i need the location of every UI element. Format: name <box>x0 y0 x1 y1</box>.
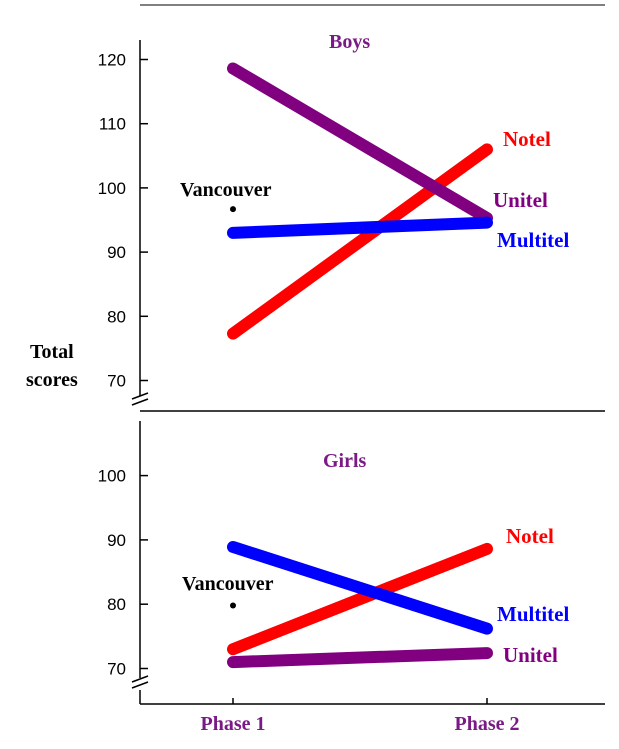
boys-ytick-label-110: 110 <box>99 115 126 134</box>
boys-series-lines <box>227 62 493 340</box>
girls-ytick-label-100: 100 <box>98 467 126 486</box>
boys-ytick-label-120: 120 <box>98 51 126 70</box>
boys-unitel-label: Unitel <box>493 188 548 212</box>
x-tick-phase1: Phase 1 <box>201 713 266 735</box>
girls-unitel-label: Unitel <box>503 643 558 667</box>
y-axis-label: Total scores <box>26 341 79 391</box>
girls-ytick-label-90: 90 <box>107 531 126 550</box>
girls-multitel-label: Multitel <box>497 602 569 626</box>
girls-axis-break <box>131 675 149 689</box>
girls-vancouver-label: Vancouver <box>182 573 274 595</box>
boys-ytick-label-100: 100 <box>98 179 126 198</box>
girls-y-ticks: 70 80 90 100 <box>98 467 148 679</box>
girls-series-line-unitel <box>227 647 493 669</box>
girls-series-line-notel <box>227 542 493 656</box>
x-tick-phase2: Phase 2 <box>455 713 520 735</box>
girls-series-lines <box>227 540 493 669</box>
boys-ytick-label-70: 70 <box>107 372 126 391</box>
boys-notel-label: Notel <box>503 127 551 151</box>
boys-panel-title: Boys <box>329 31 370 53</box>
girls-vancouver-point <box>230 602 236 609</box>
boys-multitel-label: Multitel <box>497 228 569 252</box>
boys-y-ticks: 70 80 90 100 110 120 <box>98 51 148 391</box>
boys-vancouver-label: Vancouver <box>180 179 272 201</box>
boys-vancouver-point <box>230 206 236 213</box>
boys-series-line-unitel <box>227 62 493 225</box>
boys-series-line-notel <box>227 143 493 340</box>
girls-panel-title: Girls <box>323 450 367 472</box>
girls-ytick-label-70: 70 <box>107 660 126 679</box>
boys-axis-break <box>131 392 149 406</box>
girls-ytick-label-80: 80 <box>107 595 126 614</box>
boys-ytick-label-80: 80 <box>107 307 126 326</box>
boys-ytick-label-90: 90 <box>107 243 126 262</box>
girls-notel-label: Notel <box>506 524 554 548</box>
boys-series-line-multitel <box>227 216 493 239</box>
girls-series-line-multitel <box>227 540 493 635</box>
